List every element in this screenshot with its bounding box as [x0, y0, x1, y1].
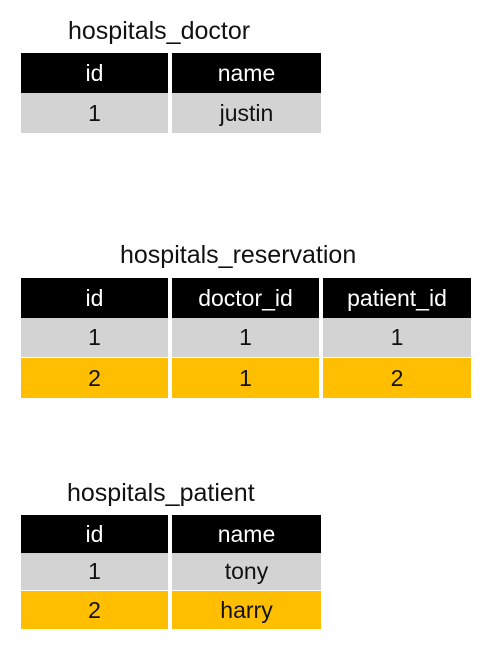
table-cell: 1: [21, 318, 168, 358]
table-title: hospitals_reservation: [120, 241, 357, 269]
column-header-name: name: [172, 515, 321, 553]
column-header-id: id: [21, 53, 168, 93]
table-cell-highlighted: 2: [21, 591, 168, 629]
table-grid: id name 1 justin: [21, 53, 321, 133]
table-cell: justin: [172, 93, 321, 133]
column-header-name: name: [172, 53, 321, 93]
table-grid: id doctor_id patient_id 1 1 1 2 1 2: [21, 278, 471, 398]
column-header-patient-id: patient_id: [323, 278, 471, 318]
column-header-id: id: [21, 515, 168, 553]
table-cell: 1: [21, 553, 168, 591]
table-cell: 1: [21, 93, 168, 133]
table-grid: id name 1 tony 2 harry: [21, 515, 321, 629]
table-title: hospitals_patient: [67, 479, 255, 507]
table-cell-highlighted: harry: [172, 591, 321, 629]
column-header-doctor-id: doctor_id: [172, 278, 319, 318]
table-title: hospitals_doctor: [68, 17, 251, 45]
table-cell: 1: [172, 318, 319, 358]
column-header-id: id: [21, 278, 168, 318]
table-cell-highlighted: 1: [172, 358, 319, 398]
table-cell-highlighted: 2: [21, 358, 168, 398]
table-cell: 1: [323, 318, 471, 358]
table-cell: tony: [172, 553, 321, 591]
table-cell-highlighted: 2: [323, 358, 471, 398]
